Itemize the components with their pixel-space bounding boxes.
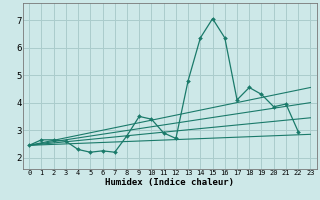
X-axis label: Humidex (Indice chaleur): Humidex (Indice chaleur) bbox=[105, 178, 234, 187]
